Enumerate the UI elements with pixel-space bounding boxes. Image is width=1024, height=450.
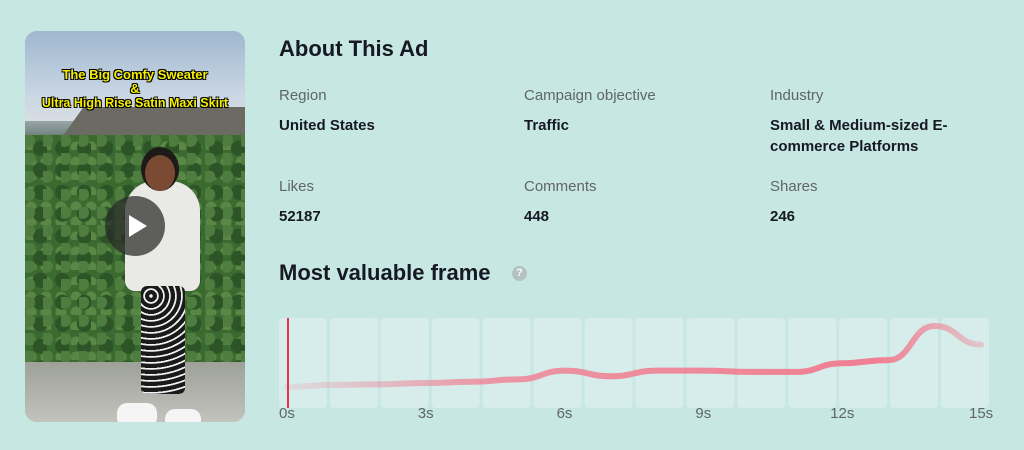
region-value: United States xyxy=(279,117,375,134)
play-button[interactable] xyxy=(105,196,165,256)
timeline-tick-label: 0s xyxy=(279,405,295,422)
video-caption-line2: & xyxy=(130,81,140,96)
timeline-frame-segment[interactable] xyxy=(941,318,989,408)
timeline-frame-segment[interactable] xyxy=(635,318,684,408)
timeline-tick-label: 6s xyxy=(556,405,573,422)
comments-label: Comments xyxy=(524,178,597,195)
playhead-marker[interactable] xyxy=(287,318,289,408)
timeline-tick-label: 15s xyxy=(969,405,994,422)
likes-value: 52187 xyxy=(279,208,321,225)
video-person-shoe xyxy=(117,403,157,422)
value-line xyxy=(284,322,984,390)
play-icon xyxy=(128,215,147,237)
video-person-skirt xyxy=(141,286,185,394)
timeline-axis: 0s 3s 6s 9s 12s 15s xyxy=(279,405,999,425)
timeline-frame-segment[interactable] xyxy=(329,318,378,408)
timeline-frame-segment[interactable] xyxy=(279,318,327,408)
section-title-about: About This Ad xyxy=(279,36,429,61)
timeline-frame-segment[interactable] xyxy=(890,318,939,408)
video-caption-line1: The Big Comfy Sweater xyxy=(62,67,208,82)
timeline-tick-label: 9s xyxy=(695,405,712,422)
section-title-most-valuable-frame: Most valuable frame xyxy=(279,260,491,285)
question-icon[interactable]: ? xyxy=(512,266,527,281)
video-sky xyxy=(25,31,245,121)
video-person-shoe xyxy=(165,409,201,422)
timeline-tick-label: 3s xyxy=(417,405,434,422)
frame-timeline-chart[interactable] xyxy=(279,318,989,408)
timeline-frame-segment[interactable] xyxy=(431,318,480,408)
timeline-frame-segment[interactable] xyxy=(380,318,429,408)
video-caption-line3: Ultra High Rise Satin Maxi Skirt xyxy=(41,96,229,110)
industry-label: Industry xyxy=(770,87,824,104)
video-person-head xyxy=(145,155,175,191)
timeline-frame-segment[interactable] xyxy=(737,318,786,408)
region-label: Region xyxy=(279,87,327,104)
timeline-frame-segment[interactable] xyxy=(482,318,531,408)
shares-label: Shares xyxy=(770,178,818,195)
timeline-frame-segment[interactable] xyxy=(584,318,633,408)
likes-label: Likes xyxy=(279,178,315,195)
timeline-frame-segment[interactable] xyxy=(533,318,582,408)
video-hedge xyxy=(25,135,245,370)
shares-value: 246 xyxy=(770,208,796,225)
objective-value: Traffic xyxy=(524,117,570,134)
timeline-tick-label: 12s xyxy=(830,405,855,422)
comments-value: 448 xyxy=(524,208,550,225)
objective-label: Campaign objective xyxy=(524,87,656,104)
industry-value: Small & Medium-sized E-commerce Platform… xyxy=(770,117,948,155)
ad-video-thumbnail[interactable]: The Big Comfy Sweater & Ultra High Rise … xyxy=(25,31,245,422)
timeline-frame-segment[interactable] xyxy=(686,318,735,408)
timeline-frame-segment[interactable] xyxy=(788,318,837,408)
